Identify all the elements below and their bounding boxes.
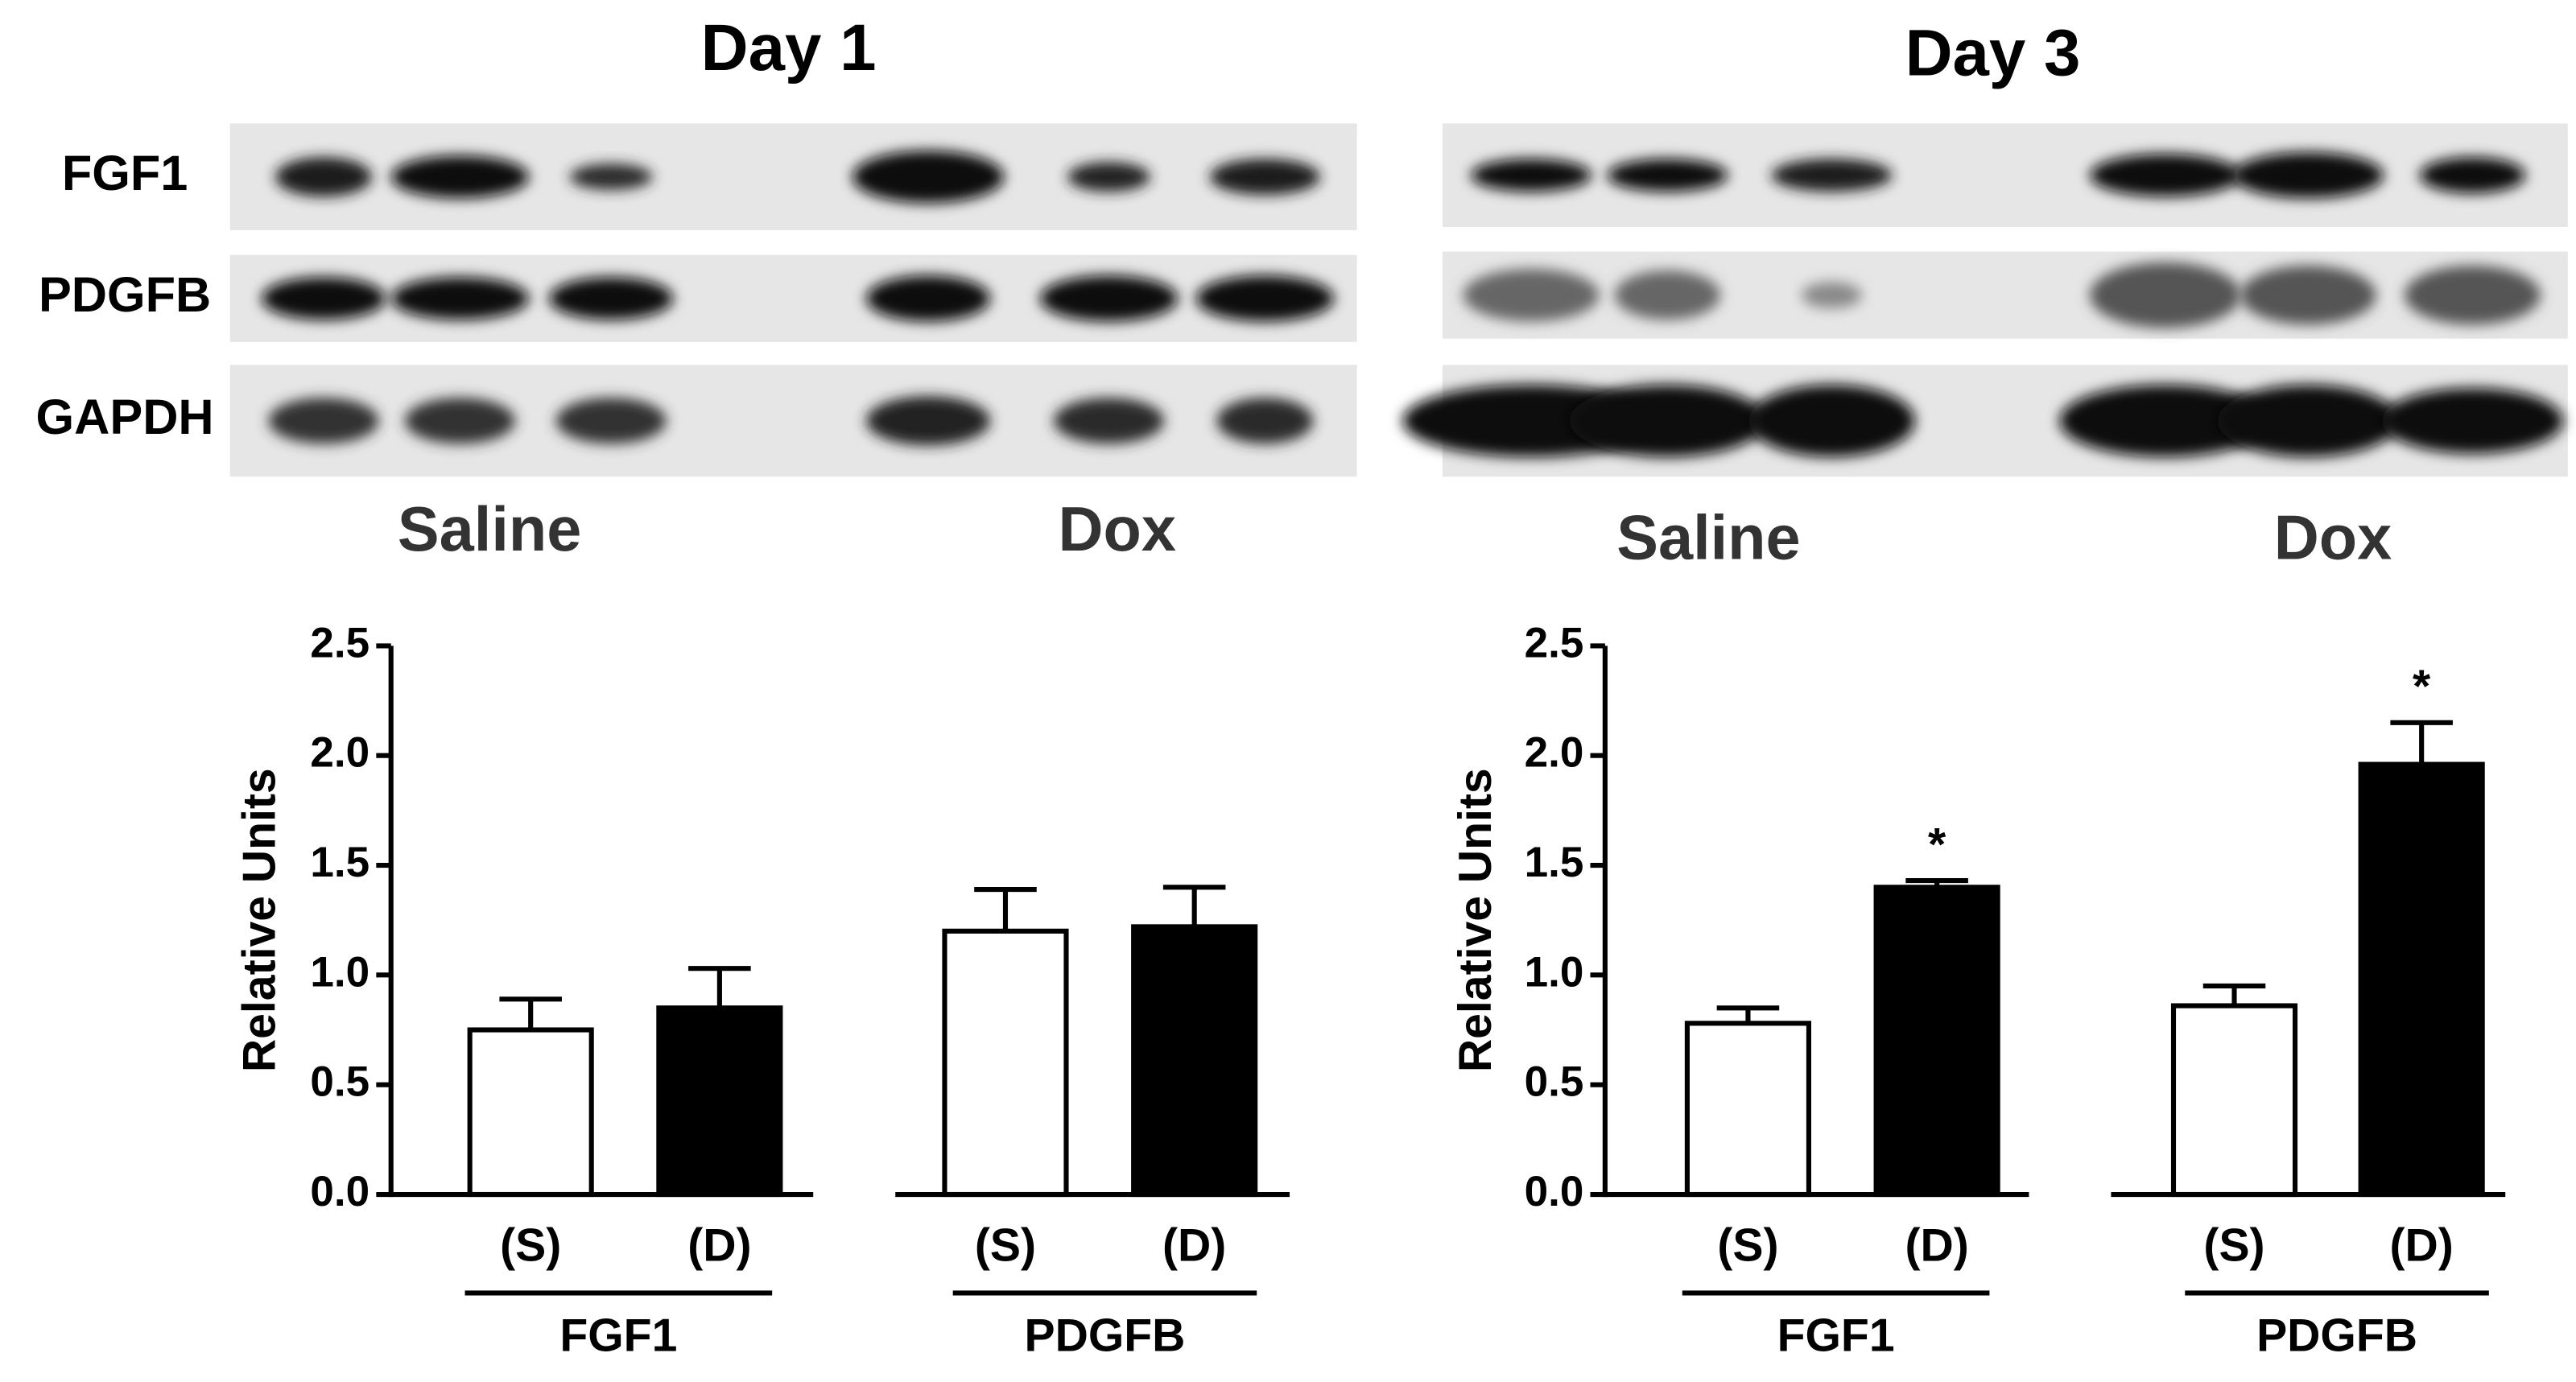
- y-tick-label: 2.5: [310, 619, 369, 666]
- blot-band: [1607, 159, 1728, 192]
- x-tick-label: (D): [1905, 1219, 1968, 1271]
- y-axis-label: Relative Units: [1450, 768, 1501, 1072]
- blot-strip: [1442, 251, 2568, 339]
- x-tick-label: (S): [975, 1219, 1036, 1271]
- blot-band: [1053, 398, 1165, 444]
- blot-band: [390, 277, 530, 320]
- blot-band: [1470, 159, 1592, 192]
- blot-band: [1463, 269, 1600, 322]
- blot-band: [2419, 157, 2526, 194]
- blot-band: [549, 277, 674, 320]
- x-tick-label: (S): [2203, 1219, 2264, 1271]
- y-tick-label: 1.0: [1525, 948, 1584, 996]
- blot-group-label: Saline: [398, 495, 581, 564]
- blot-band: [404, 398, 515, 444]
- x-tick-label: (D): [687, 1219, 751, 1271]
- y-tick-label: 0.5: [1525, 1058, 1584, 1106]
- y-tick-label: 0.0: [1525, 1168, 1584, 1215]
- significance-mark: *: [2413, 661, 2431, 712]
- blot-band: [1209, 159, 1321, 196]
- y-tick-label: 0.0: [310, 1168, 369, 1215]
- blot-row-label: GAPDH: [36, 390, 214, 444]
- y-axis-label: Relative Units: [234, 768, 286, 1072]
- blot-band: [390, 155, 530, 199]
- x-tick-label: (S): [500, 1219, 561, 1271]
- blot-band: [1039, 275, 1179, 322]
- x-tick-label: (D): [2390, 1219, 2454, 1271]
- blot-band: [1748, 384, 1915, 457]
- blot-band: [865, 275, 991, 322]
- panel-title: Day 3: [1905, 16, 2081, 89]
- panel-title: Day 1: [701, 11, 877, 85]
- x-tick-label: (S): [1717, 1219, 1778, 1271]
- blot-band: [569, 163, 653, 191]
- x-group-label: PDGFB: [1024, 1310, 1185, 1362]
- y-tick-label: 1.5: [1525, 839, 1584, 886]
- blot-band: [865, 396, 991, 446]
- significance-mark: *: [1928, 819, 1946, 870]
- blot-band: [1614, 270, 1721, 320]
- y-tick-label: 2.0: [310, 729, 369, 777]
- blot-band: [2089, 262, 2241, 328]
- x-group-label: FGF1: [1777, 1310, 1895, 1362]
- blot-band: [2404, 265, 2541, 325]
- blot-strip: [229, 365, 1357, 477]
- blot-band: [852, 151, 1005, 204]
- y-tick-label: 2.5: [1525, 619, 1584, 666]
- blot-band: [275, 157, 373, 197]
- blot-band: [555, 398, 667, 444]
- bar: [1684, 1021, 1811, 1198]
- blot-band: [2089, 154, 2241, 197]
- blot-band: [1216, 398, 1314, 444]
- blot-band: [1067, 162, 1150, 192]
- blot-band: [2217, 384, 2400, 457]
- blot-band: [2240, 265, 2376, 325]
- x-group-label: FGF1: [559, 1310, 677, 1362]
- y-tick-label: 1.5: [310, 839, 369, 886]
- blot-band: [261, 277, 386, 320]
- bar: [467, 1027, 594, 1198]
- blot-group-label: Dox: [1059, 495, 1177, 564]
- blot-row-label: PDGFB: [39, 267, 211, 322]
- y-tick-label: 2.0: [1525, 729, 1584, 777]
- bar: [656, 1005, 783, 1198]
- blot-band: [1195, 275, 1335, 322]
- bar: [1873, 885, 2000, 1198]
- blot-band: [1771, 159, 1893, 192]
- bar: [2170, 1003, 2298, 1198]
- bar: [942, 928, 1069, 1198]
- bar: [1131, 924, 1258, 1198]
- bar: [2358, 761, 2485, 1198]
- x-tick-label: (D): [1162, 1219, 1226, 1271]
- blot-group-label: Saline: [1616, 503, 1800, 572]
- y-tick-label: 0.5: [310, 1058, 369, 1106]
- blot-band: [2059, 384, 2272, 457]
- blot-band: [2232, 152, 2384, 199]
- x-group-label: PDGFB: [2256, 1310, 2417, 1362]
- blot-band: [2381, 387, 2564, 454]
- y-tick-label: 1.0: [310, 948, 369, 996]
- blot-band: [268, 398, 379, 444]
- blot-band: [1801, 282, 1863, 308]
- blot-group-label: Dox: [2274, 503, 2392, 572]
- blot-row-label: FGF1: [62, 146, 188, 200]
- blot-band: [1569, 384, 1766, 457]
